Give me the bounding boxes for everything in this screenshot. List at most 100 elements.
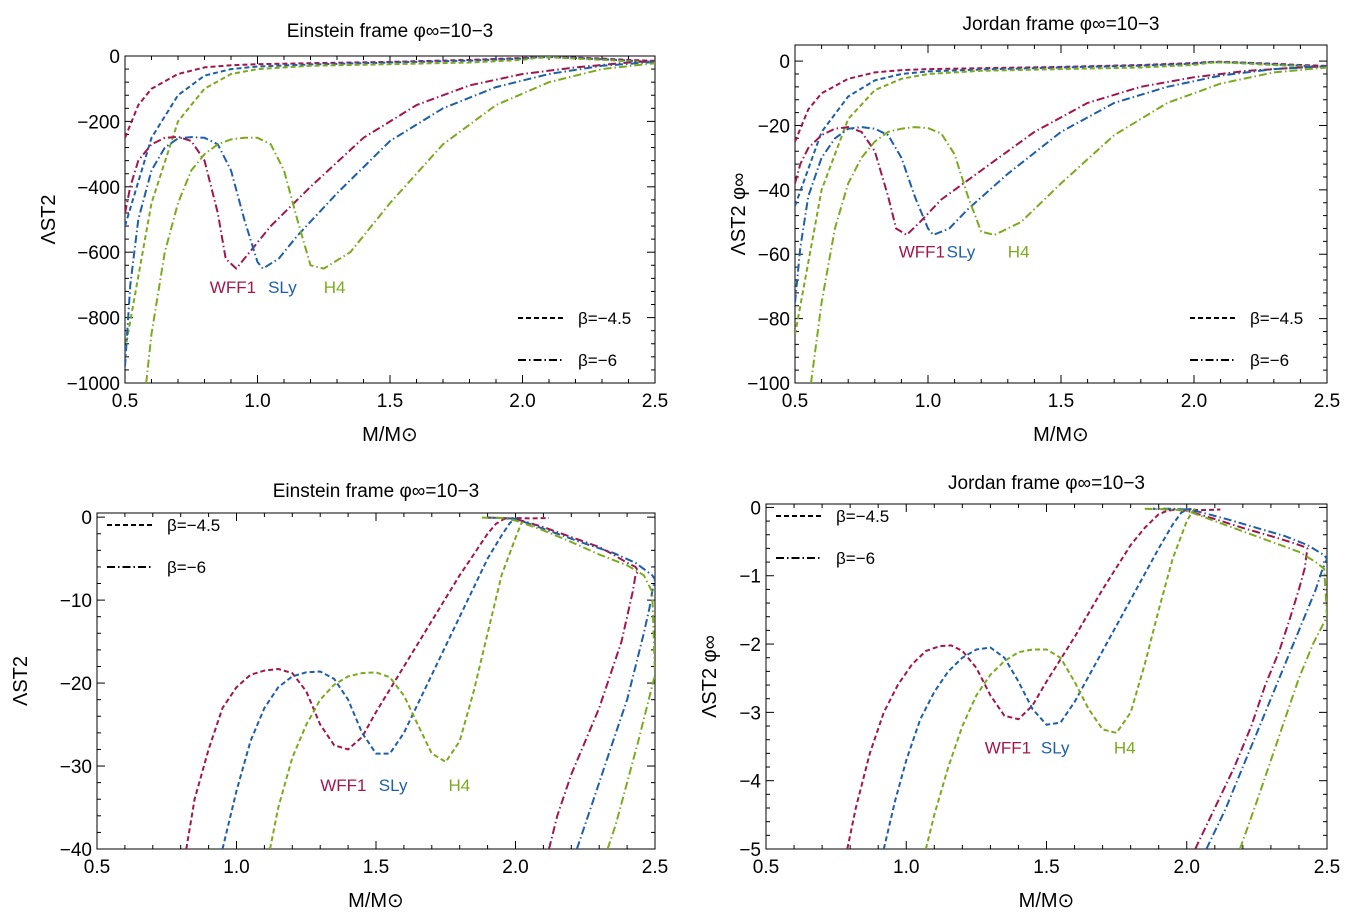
x-axis-label: M/M⊙ [1019,890,1075,912]
series-line-h4-betam4.5 [924,508,1196,849]
eos-label-h4: H4 [1008,242,1030,261]
x-axis-label: M/M⊙ [362,424,418,446]
series-group [125,56,655,383]
legend-entry: β=−6 [1250,351,1289,370]
eos-label-wff1: WFF1 [985,738,1031,757]
eos-label-sly: SLy [1041,738,1070,757]
x-tick-label: 1.0 [915,391,941,412]
y-tick-label: −40 [60,840,92,861]
y-tick-label: −200 [77,112,120,133]
series-line-wff1-betam4.5 [846,508,1221,849]
legend-entry: β=−4.5 [1250,309,1303,328]
legend-entry: β=−6 [167,558,206,577]
x-tick-label: 2.0 [1174,857,1200,878]
panel-title: Einstein frame φ∞=10−3 [287,21,493,42]
x-tick-label: 2.0 [502,857,528,878]
x-tick-label: 1.0 [223,857,249,878]
y-tick-label: −30 [60,757,92,778]
series-group [185,516,655,849]
x-tick-label: 1.5 [1048,391,1074,412]
x-tick-label: 0.5 [782,391,808,412]
y-tick-label: −40 [758,181,790,202]
legend-entry: β=−4.5 [167,516,220,535]
series-line-sly-betam4.5 [221,517,522,849]
panel-title: Einstein frame φ∞=10−3 [273,481,479,502]
eos-label-wff1: WFF1 [320,776,366,795]
panel-title: Jordan frame φ∞=10−3 [948,473,1145,494]
x-tick-label: 0.5 [84,857,110,878]
series-line-h4-betam6 [145,62,655,383]
legend-entry: β=−6 [578,351,617,370]
x-tick-label: 2.5 [1314,391,1340,412]
series-line-sly-betam6 [487,516,655,849]
y-tick-label: −1000 [67,374,120,395]
plot-frame [124,55,656,384]
y-tick-label: −400 [77,178,120,199]
eos-label-wff1: WFF1 [210,278,256,297]
x-tick-label: 1.0 [893,857,919,878]
chart-panel-2: 0.5 1.0 1.5 2.0 2.5 0 −20 −40 −60 −80 −100 Jordan f… [728,14,1340,446]
series-line-sly-betam6 [125,60,655,367]
y-tick-label: −2 [739,635,761,656]
x-tick-label: 2.0 [509,391,535,412]
panel-title: Jordan frame φ∞=10−3 [963,14,1160,35]
x-axis-label: M/M⊙ [348,890,404,912]
y-tick-label: −60 [758,245,790,266]
series-line-sly-betam6 [795,65,1327,303]
y-tick-label: −1 [739,567,761,588]
plot-frame [794,44,1328,384]
series-line-h4-betam6 [1144,507,1327,849]
eos-label-sly: SLy [379,776,408,795]
series-line-wff1-betam4.5 [125,56,655,139]
x-tick-label: 2.5 [1314,857,1340,878]
eos-label-h4: H4 [449,776,471,795]
y-tick-label: −600 [77,243,120,264]
eos-label-h4: H4 [324,278,346,297]
series-line-wff1-betam6 [795,64,1327,236]
x-tick-label: 0.5 [112,391,138,412]
x-tick-label: 2.5 [642,391,668,412]
y-tick-label: 0 [81,508,92,529]
x-tick-label: 2.5 [642,857,668,878]
legend-entry: β=−6 [836,549,875,568]
y-tick-label: −100 [747,374,790,395]
eos-label-wff1: WFF1 [899,242,945,261]
series-line-wff1-betam4.5 [185,517,550,849]
legend-entry: β=−4.5 [578,309,631,328]
series-line-h4-betam6 [481,516,655,849]
x-tick-label: 1.5 [377,391,403,412]
y-tick-label: −20 [758,116,790,137]
x-tick-label: 1.0 [244,391,270,412]
y-tick-label: −20 [60,674,92,695]
eos-label-sly: SLy [268,278,297,297]
series-group [846,507,1327,849]
eos-label-sly: SLy [947,242,976,261]
eos-label-h4: H4 [1114,738,1136,757]
x-axis-label: M/M⊙ [1033,424,1089,446]
series-line-h4-betam4.5 [795,61,1327,335]
series-line-h4-betam4.5 [269,517,525,849]
series-line-wff1-betam6 [1153,507,1309,849]
chart-panel-1: 0.5 1.0 1.5 2.0 2.5 0 −200 −400 −600 −800 −1000 Ein… [38,21,668,446]
chart-panel-4: 0.5 1.0 1.5 2.0 2.5 0 −1 −2 −3 −4 −5 Jordan frame φ… [699,473,1340,912]
x-tick-label: 1.5 [1033,857,1059,878]
series-line-sly-betam6 [1153,507,1327,849]
series-line-h4-betam4.5 [125,56,655,351]
y-tick-label: 0 [779,52,790,73]
y-tick-label: −80 [758,310,790,331]
y-axis-label: ΛST2 [38,194,60,244]
y-tick-label: −10 [60,591,92,612]
x-tick-label: 1.5 [363,857,389,878]
series-line-wff1-betam4.5 [795,60,1327,142]
y-tick-label: 0 [750,498,761,519]
x-tick-label: 0.5 [753,857,779,878]
series-group [795,60,1327,383]
series-line-sly-betam4.5 [882,507,1193,849]
y-tick-label: −4 [739,772,761,793]
y-tick-label: 0 [109,47,120,68]
legend-entry: β=−4.5 [836,507,889,526]
y-tick-label: −5 [739,840,761,861]
series-line-h4-betam6 [810,66,1327,383]
y-tick-label: −3 [739,703,761,724]
